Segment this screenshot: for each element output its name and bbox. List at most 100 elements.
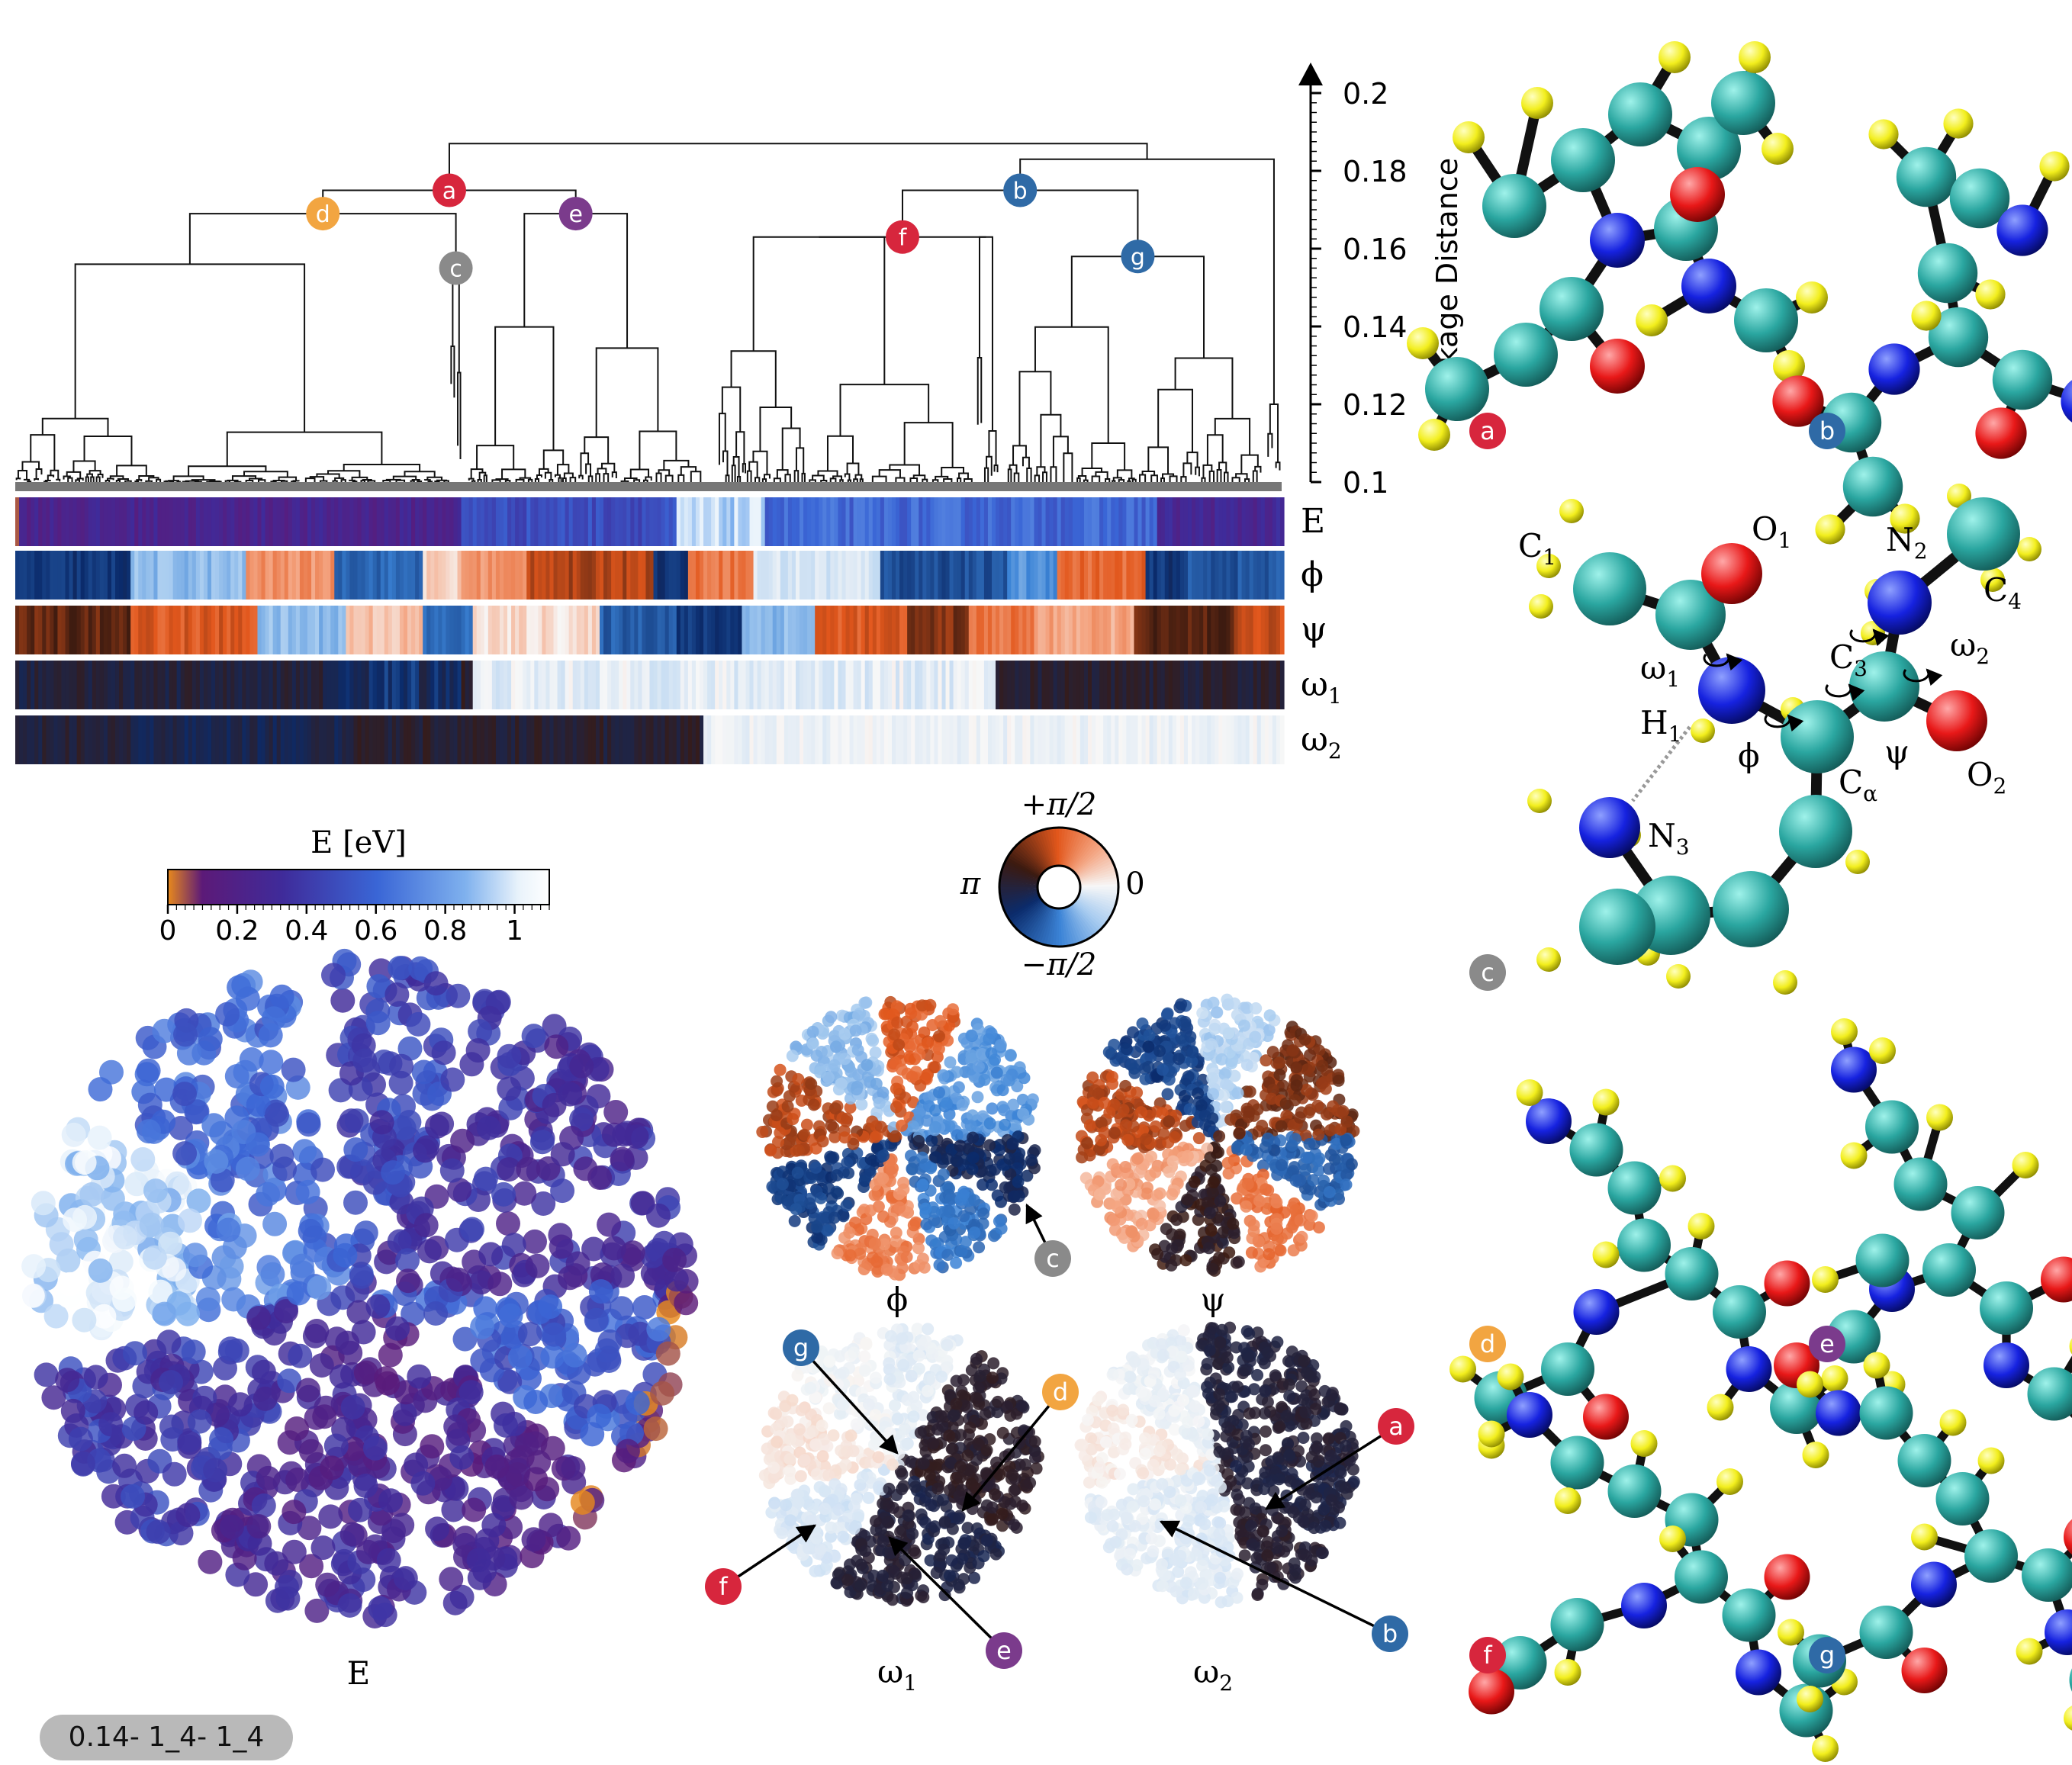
heat-strip-cell	[107, 661, 112, 709]
heat-strip-cell	[253, 606, 259, 654]
heat-strip-cell	[1011, 497, 1015, 546]
heat-strip-cell	[780, 551, 785, 600]
scatter-point	[971, 1091, 984, 1104]
heat-strip-cell	[883, 497, 889, 546]
heat-strip-cell	[1092, 661, 1096, 709]
heat-strip-cell	[715, 551, 719, 600]
scatter-point	[470, 1314, 495, 1339]
heat-strip-cell	[399, 715, 404, 764]
heat-strip-cell	[1038, 497, 1043, 546]
heat-strip-cell	[519, 497, 523, 546]
heat-strip-cell	[676, 661, 681, 709]
scatter-point	[944, 1056, 957, 1069]
heat-strip-cell	[999, 715, 1004, 764]
energy-colorbar-minor-ticks	[167, 905, 550, 910]
heat-strip-cell	[730, 497, 735, 546]
heat-strip-cell	[1003, 551, 1008, 600]
scatter-point	[966, 1162, 979, 1175]
heat-strip-cell	[542, 661, 547, 709]
heat-strip-cell	[1072, 661, 1077, 709]
angle-wheel-segment	[1004, 860, 1041, 879]
heat-strip-cell	[338, 606, 343, 654]
scatter-point	[203, 1458, 228, 1483]
heat-strip-cell	[1245, 551, 1250, 600]
heat-strip-cell	[1060, 497, 1066, 546]
dendrogram-branch	[742, 463, 747, 474]
scatter-point	[877, 1210, 890, 1223]
dendrogram-branch	[470, 468, 484, 479]
heat-strip-cell	[1168, 551, 1173, 600]
heat-strip-cell	[1215, 661, 1219, 709]
heat-strip-cell	[472, 551, 478, 600]
heat-strip-cell	[1087, 661, 1092, 709]
heat-strip-cell	[195, 715, 201, 764]
heat-strip-cell	[745, 715, 751, 764]
heat-strip-cell	[607, 661, 612, 709]
heat-strip-cell	[457, 497, 462, 546]
heat-strip-cell	[992, 551, 996, 600]
heat-strip-cell	[1253, 661, 1258, 709]
dendrogram-branch	[385, 478, 401, 481]
scatter-point	[262, 1211, 288, 1236]
angle-wheel-segment	[1014, 844, 1044, 873]
scatter-point	[304, 1598, 330, 1623]
angle-wheel-right-label: 0	[1125, 866, 1144, 902]
scatter-panel-E	[20, 948, 699, 1628]
heat-strip-cell	[595, 497, 600, 546]
heat-strip-cell	[545, 661, 551, 709]
heat-strip-cell	[768, 661, 774, 709]
cluster-node-b: b	[1003, 173, 1038, 207]
scatter-point	[990, 1066, 1003, 1079]
heat-strip-cell	[757, 715, 762, 764]
heat-strip-cell	[230, 661, 235, 709]
angle-wheel-segment	[1073, 902, 1102, 931]
dendrogram-branch	[988, 429, 997, 465]
dendrogram-branch	[450, 346, 455, 398]
heat-strip-cell	[1164, 551, 1170, 600]
heat-strip-cell	[707, 661, 712, 709]
heat-strip-cell	[161, 551, 166, 600]
heat-strip-cell	[419, 661, 423, 709]
heat-strip-cell	[815, 661, 819, 709]
scatter-point	[941, 1153, 954, 1165]
heat-strip-cell	[568, 551, 574, 600]
scatter-point	[1106, 1070, 1118, 1083]
heat-strip-cell	[280, 497, 285, 546]
heat-strip-cell	[1115, 606, 1119, 654]
heat-strip-cell	[976, 715, 981, 764]
heat-strip-cell	[291, 606, 297, 654]
dendrogram-branch	[1182, 462, 1192, 477]
heat-strip-cell	[891, 606, 896, 654]
heat-strip-cell	[188, 715, 193, 764]
heat-strip-cell	[15, 715, 20, 764]
scatter-point	[320, 1455, 345, 1480]
heat-strip-cell	[953, 661, 958, 709]
heat-strip-cell	[642, 606, 647, 654]
heat-strip-cell	[249, 715, 255, 764]
heat-strip-cell	[523, 551, 527, 600]
dendrogram-branch	[595, 347, 659, 438]
heat-strip-cell	[461, 551, 466, 600]
heat-strip-cell	[442, 606, 447, 654]
heat-strip-cell	[1083, 606, 1089, 654]
heat-strip-cell	[323, 606, 327, 654]
scatter-point	[285, 1468, 310, 1492]
heat-strip-cell	[1076, 497, 1081, 546]
heat-strip-cell	[603, 715, 608, 764]
heat-strip-cell	[407, 715, 412, 764]
heat-strip-cell	[415, 715, 420, 764]
heat-strip-cell	[180, 551, 185, 600]
heat-strip-cell	[188, 497, 193, 546]
heat-strip-cell	[623, 661, 627, 709]
heat-strip-cell	[399, 661, 404, 709]
heat-strip-cell	[61, 606, 66, 654]
cluster-node-label: f	[899, 225, 908, 252]
heat-strip-cell	[849, 551, 854, 600]
scatter-point	[21, 1254, 47, 1279]
heat-strip-cell	[664, 715, 670, 764]
scatter-point	[501, 1233, 526, 1258]
heat-strip-cell	[53, 606, 59, 654]
scatter-point	[906, 1162, 919, 1175]
scatter-point	[148, 1279, 173, 1304]
scatter-point	[932, 1043, 945, 1056]
